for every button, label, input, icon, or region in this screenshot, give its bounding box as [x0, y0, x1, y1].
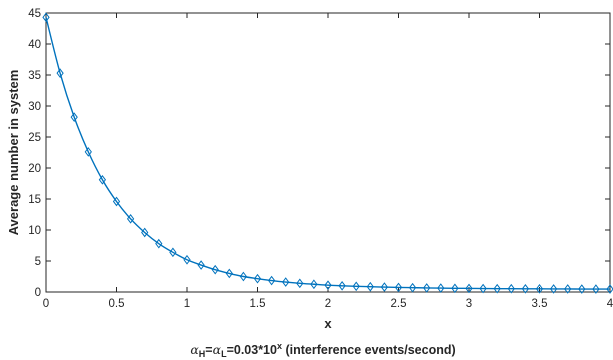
data-point-marker: [479, 283, 487, 294]
data-point-marker: [465, 283, 473, 294]
y-axis-label: Average number in system: [6, 70, 21, 236]
y-tick-label: 35: [28, 70, 41, 82]
data-point-marker: [296, 278, 304, 289]
y-tick-label: 45: [28, 8, 41, 20]
y-tick-label: 0: [35, 287, 41, 299]
data-point-marker: [394, 282, 403, 293]
data-point-marker: [98, 174, 107, 185]
data-point-marker: [437, 283, 445, 293]
data-point-marker: [451, 283, 459, 294]
caption-l-subscript: L: [221, 349, 227, 359]
caption-equals: =: [205, 343, 212, 357]
series-line: [45, 17, 611, 290]
caption-suffix: (interference events/second): [282, 343, 456, 357]
y-tick-label: 5: [35, 256, 41, 268]
data-point-marker: [380, 282, 389, 292]
x-tick-label: 0: [43, 298, 49, 310]
data-point-marker: [606, 284, 613, 294]
data-point-marker: [211, 264, 219, 275]
plot-area: 0 0.5 1 1.5 2 2.5 3 3.5 4 0 5 10 15 20 25 30 35 40 45: [28, 8, 613, 310]
plot-box: [45, 12, 611, 293]
data-point-marker: [507, 283, 515, 294]
data-point-marker: [521, 283, 530, 294]
data-point-marker: [126, 214, 135, 224]
data-point-marker: [56, 68, 64, 78]
caption-alpha-h: α: [190, 342, 199, 357]
data-point-marker: [324, 280, 332, 291]
x-tick-label: 1: [184, 298, 190, 310]
x-tick-label: 4: [607, 298, 613, 310]
data-point-marker: [141, 227, 149, 238]
data-point-marker: [423, 283, 431, 293]
data-point-marker: [282, 277, 290, 287]
caption-h-subscript: H: [199, 349, 206, 359]
data-point-marker: [112, 196, 121, 207]
y-tick-label: 40: [28, 39, 41, 51]
y-tick-label: 10: [28, 225, 41, 237]
x-tick-label: 2.5: [391, 298, 407, 310]
data-point-marker: [366, 281, 374, 292]
data-point-marker: [225, 268, 233, 279]
data-point-marker: [549, 284, 558, 294]
data-point-marker: [267, 275, 276, 286]
data-point-marker: [183, 254, 191, 265]
data-point-marker: [408, 282, 417, 293]
x-tick-label: 3.5: [532, 298, 548, 310]
series-markers: [42, 12, 613, 294]
y-tick-label: 25: [28, 132, 41, 144]
data-point-marker: [84, 147, 92, 157]
caption-exponent: x: [277, 341, 282, 351]
data-point-marker: [564, 284, 572, 294]
data-point-marker: [338, 280, 346, 291]
y-tick-label: 15: [28, 194, 41, 206]
x-tick-label: 0.5: [109, 298, 125, 310]
data-point-marker: [578, 284, 586, 294]
data-point-marker: [493, 283, 501, 294]
data-point-marker: [70, 112, 78, 122]
x-axis-caption: αH=αL=0.03*10x (interference events/seco…: [190, 341, 455, 359]
x-tick-label: 1.5: [250, 298, 266, 310]
data-point-marker: [592, 284, 600, 294]
data-point-marker: [42, 12, 50, 23]
data-point-marker: [352, 281, 360, 292]
caption-alpha-l: α: [213, 342, 222, 357]
x-tick-label: 3: [466, 298, 472, 310]
caption-rhs: =0.03*10: [227, 343, 277, 357]
y-tick-label: 20: [28, 163, 41, 175]
data-point-marker: [253, 273, 262, 284]
data-point-marker: [155, 238, 163, 249]
data-point-marker: [535, 284, 544, 294]
data-point-marker: [197, 260, 205, 270]
x-axis-label: x: [324, 316, 332, 331]
x-tick-label: 2: [325, 298, 331, 310]
x-axis-ticks: 0 0.5 1 1.5 2 2.5 3 3.5 4: [43, 13, 613, 310]
data-point-marker: [310, 279, 318, 290]
y-axis-ticks: 0 5 10 15 20 25 30 35 40 45: [28, 8, 610, 299]
data-point-marker: [169, 247, 177, 258]
data-point-marker: [239, 271, 248, 282]
y-tick-label: 30: [28, 101, 41, 113]
